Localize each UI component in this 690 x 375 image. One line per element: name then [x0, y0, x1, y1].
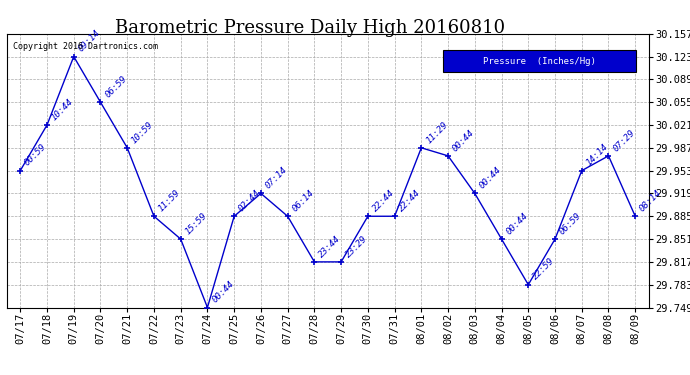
Text: Copyright 2016 Dartronics.com: Copyright 2016 Dartronics.com — [13, 42, 158, 51]
Text: 00:44: 00:44 — [504, 211, 530, 236]
Text: 11:29: 11:29 — [424, 120, 449, 145]
Text: 06:59: 06:59 — [558, 211, 583, 236]
Text: 15:59: 15:59 — [184, 211, 209, 236]
Text: 07:29: 07:29 — [611, 128, 637, 153]
Text: 09:14: 09:14 — [77, 28, 102, 54]
Text: 00:59: 00:59 — [23, 142, 48, 168]
Text: 14:14: 14:14 — [584, 142, 610, 168]
Text: 22:44: 22:44 — [371, 188, 396, 213]
Text: 23:44: 23:44 — [317, 234, 342, 259]
FancyBboxPatch shape — [443, 50, 635, 72]
Text: 07:14: 07:14 — [264, 165, 289, 190]
Text: 10:59: 10:59 — [130, 120, 155, 145]
Text: 02:44: 02:44 — [237, 188, 262, 213]
Text: 11:59: 11:59 — [157, 188, 182, 213]
Text: Barometric Pressure Daily High 20160810: Barometric Pressure Daily High 20160810 — [115, 19, 506, 37]
Text: 06:14: 06:14 — [290, 188, 316, 213]
Text: 23:29: 23:29 — [344, 234, 369, 259]
Text: 00:44: 00:44 — [451, 128, 476, 153]
Text: 10:44: 10:44 — [50, 97, 75, 122]
Text: Pressure  (Inches/Hg): Pressure (Inches/Hg) — [483, 57, 596, 66]
Text: 00:44: 00:44 — [210, 279, 235, 305]
Text: 22:59: 22:59 — [531, 256, 556, 282]
Text: 22:44: 22:44 — [397, 188, 423, 213]
Text: 08:14: 08:14 — [638, 188, 663, 213]
Text: 06:59: 06:59 — [104, 74, 128, 99]
Text: 00:44: 00:44 — [477, 165, 503, 190]
